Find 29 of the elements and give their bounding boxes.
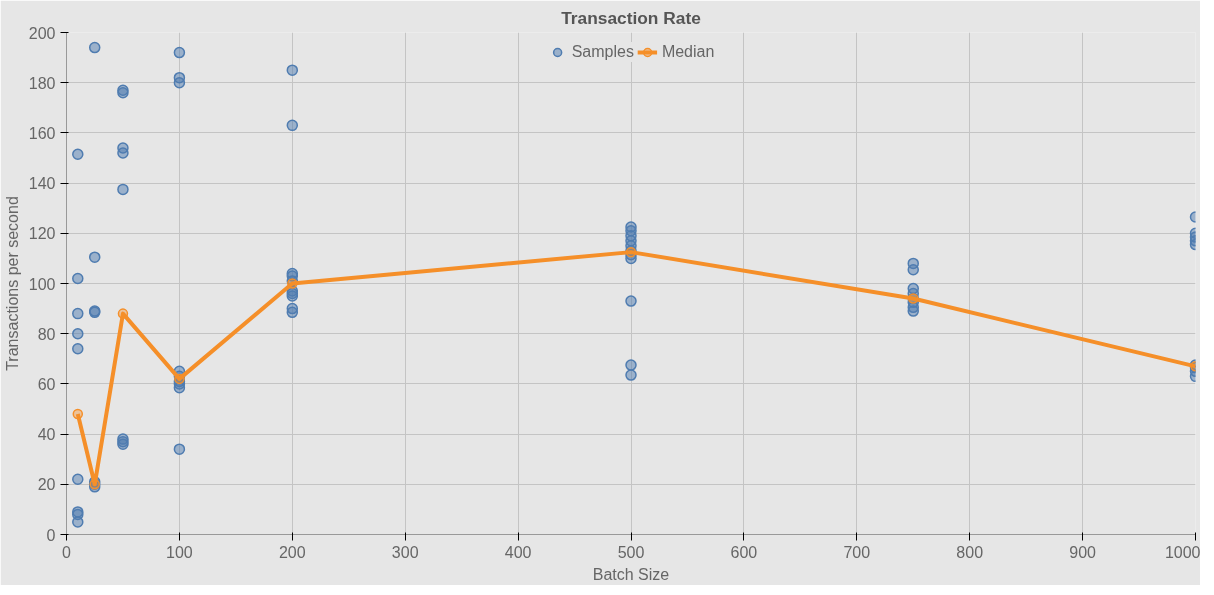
x-tick-label: 900 [1069, 543, 1097, 561]
x-tick-label: 100 [166, 543, 193, 561]
y-tick-label: 60 [37, 375, 56, 393]
x-tick-label: 400 [504, 543, 532, 561]
y-tick-label: 40 [37, 426, 56, 444]
y-tick-label: 100 [28, 275, 56, 293]
legend-label: Median [661, 43, 715, 61]
x-axis-title: Batch Size [592, 565, 670, 583]
legend-label: Samples [571, 43, 634, 61]
y-axis-title: Transactions per second [3, 196, 21, 371]
y-tick-label: 180 [28, 74, 56, 92]
y-tick-label: 0 [46, 526, 56, 544]
y-tick-label: 120 [28, 225, 56, 243]
x-tick-label: 300 [391, 543, 419, 561]
x-tick-label: 500 [617, 543, 645, 561]
point [72, 408, 84, 420]
chart-title: Transaction Rate [561, 7, 702, 28]
y-tick-label: 200 [28, 24, 56, 42]
y-tick-label: 20 [37, 476, 56, 494]
x-tick-label: 600 [730, 543, 758, 561]
x-tick-label: 800 [956, 543, 984, 561]
y-tick-label: 160 [28, 124, 56, 142]
x-tick-label: 700 [843, 543, 871, 561]
x-tick-label: 200 [278, 543, 306, 561]
x-tick-label: 1000 [1164, 543, 1201, 561]
y-tick-label: 140 [28, 175, 56, 193]
point [117, 308, 129, 319]
x-tick-label: 0 [62, 543, 72, 561]
y-tick-label: 80 [37, 325, 56, 343]
